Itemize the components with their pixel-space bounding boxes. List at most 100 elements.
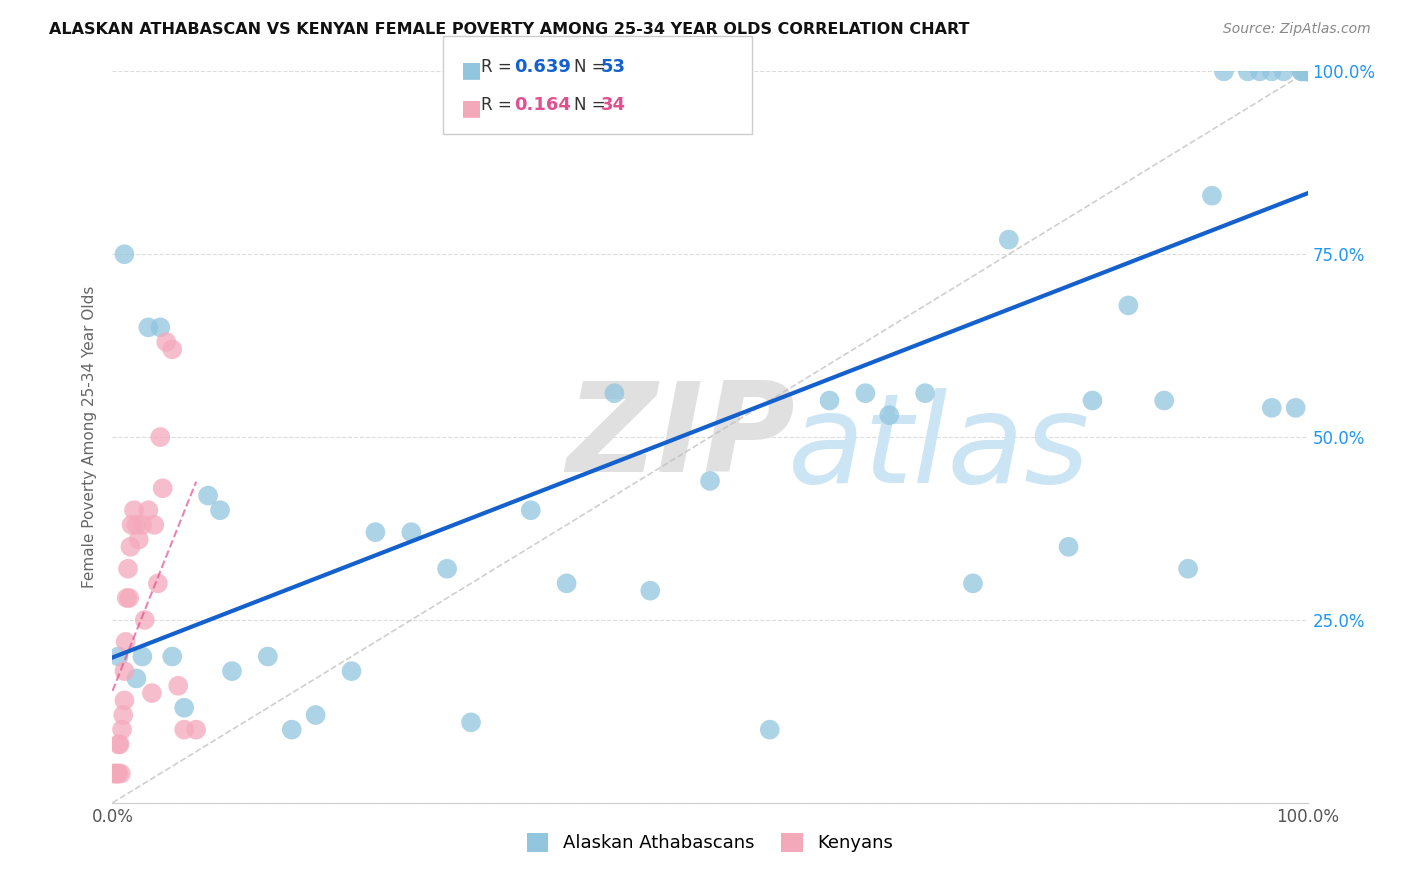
Point bbox=[1295, 64, 1317, 78]
Point bbox=[555, 576, 578, 591]
Text: 0.164: 0.164 bbox=[515, 96, 571, 114]
Point bbox=[167, 679, 190, 693]
Point bbox=[1118, 298, 1140, 312]
Point bbox=[117, 562, 139, 576]
Point bbox=[699, 474, 721, 488]
Point bbox=[110, 766, 132, 780]
Point bbox=[125, 672, 148, 686]
Point bbox=[105, 766, 128, 780]
Point bbox=[114, 693, 135, 707]
Point bbox=[1272, 64, 1295, 78]
Point bbox=[209, 503, 232, 517]
Point bbox=[112, 708, 135, 723]
Point bbox=[1291, 64, 1313, 78]
Point bbox=[460, 715, 482, 730]
Point bbox=[152, 481, 174, 495]
Point bbox=[1296, 64, 1319, 78]
Point bbox=[173, 723, 195, 737]
Point bbox=[107, 737, 129, 751]
Point bbox=[149, 320, 172, 334]
Point bbox=[111, 723, 134, 737]
Text: R =: R = bbox=[481, 96, 517, 114]
Point bbox=[1261, 64, 1284, 78]
Point bbox=[340, 664, 363, 678]
Legend: Alaskan Athabascans, Kenyans: Alaskan Athabascans, Kenyans bbox=[519, 826, 901, 860]
Y-axis label: Female Poverty Among 25-34 Year Olds: Female Poverty Among 25-34 Year Olds bbox=[82, 286, 97, 588]
Point bbox=[114, 635, 136, 649]
Point bbox=[855, 386, 877, 401]
Text: ZIP: ZIP bbox=[567, 376, 796, 498]
Point bbox=[1201, 188, 1223, 202]
Text: ■: ■ bbox=[461, 98, 482, 118]
Point bbox=[105, 766, 128, 780]
Point bbox=[1294, 64, 1316, 78]
Point bbox=[1081, 393, 1104, 408]
Text: atlas: atlas bbox=[787, 387, 1090, 508]
Point bbox=[364, 525, 387, 540]
Point bbox=[257, 649, 280, 664]
Point bbox=[155, 334, 177, 349]
Point bbox=[1296, 64, 1319, 78]
Point bbox=[146, 576, 169, 591]
Point bbox=[1285, 401, 1308, 415]
Point bbox=[603, 386, 626, 401]
Point bbox=[173, 700, 195, 714]
Point bbox=[143, 517, 166, 532]
Point bbox=[138, 320, 160, 334]
Point bbox=[1153, 393, 1175, 408]
Point bbox=[914, 386, 936, 401]
Text: ■: ■ bbox=[461, 60, 482, 79]
Point bbox=[401, 525, 423, 540]
Point bbox=[818, 393, 841, 408]
Point bbox=[1296, 64, 1319, 78]
Point bbox=[879, 408, 901, 422]
Point bbox=[118, 591, 141, 605]
Point bbox=[759, 723, 782, 737]
Point bbox=[108, 737, 131, 751]
Text: R =: R = bbox=[481, 58, 517, 76]
Text: N =: N = bbox=[574, 58, 610, 76]
Point bbox=[962, 576, 984, 591]
Point bbox=[998, 233, 1021, 247]
Point bbox=[121, 517, 143, 532]
Point bbox=[128, 533, 150, 547]
Point bbox=[1295, 64, 1317, 78]
Point bbox=[138, 503, 160, 517]
Point bbox=[104, 766, 127, 780]
Text: 53: 53 bbox=[600, 58, 626, 76]
Point bbox=[1291, 64, 1313, 78]
Point bbox=[1057, 540, 1080, 554]
Point bbox=[107, 766, 129, 780]
Point bbox=[162, 649, 183, 664]
Text: N =: N = bbox=[574, 96, 610, 114]
Point bbox=[221, 664, 243, 678]
Point bbox=[120, 540, 142, 554]
Point bbox=[131, 649, 153, 664]
Point bbox=[186, 723, 208, 737]
Point bbox=[103, 766, 125, 780]
Point bbox=[1237, 64, 1260, 78]
Text: Source: ZipAtlas.com: Source: ZipAtlas.com bbox=[1223, 22, 1371, 37]
Point bbox=[1213, 64, 1236, 78]
Point bbox=[107, 649, 129, 664]
Point bbox=[131, 517, 153, 532]
Point bbox=[122, 503, 145, 517]
Point bbox=[114, 664, 135, 678]
Point bbox=[134, 613, 156, 627]
Point bbox=[162, 343, 183, 357]
Point bbox=[640, 583, 662, 598]
Point bbox=[305, 708, 328, 723]
Point bbox=[436, 562, 458, 576]
Point bbox=[1261, 401, 1284, 415]
Point bbox=[281, 723, 304, 737]
Point bbox=[1249, 64, 1271, 78]
Point bbox=[197, 489, 219, 503]
Point bbox=[520, 503, 543, 517]
Point bbox=[149, 430, 172, 444]
Point bbox=[141, 686, 163, 700]
Point bbox=[114, 247, 135, 261]
Point bbox=[115, 591, 138, 605]
Point bbox=[1177, 562, 1199, 576]
Text: ALASKAN ATHABASCAN VS KENYAN FEMALE POVERTY AMONG 25-34 YEAR OLDS CORRELATION CH: ALASKAN ATHABASCAN VS KENYAN FEMALE POVE… bbox=[49, 22, 970, 37]
Point bbox=[1296, 64, 1319, 78]
